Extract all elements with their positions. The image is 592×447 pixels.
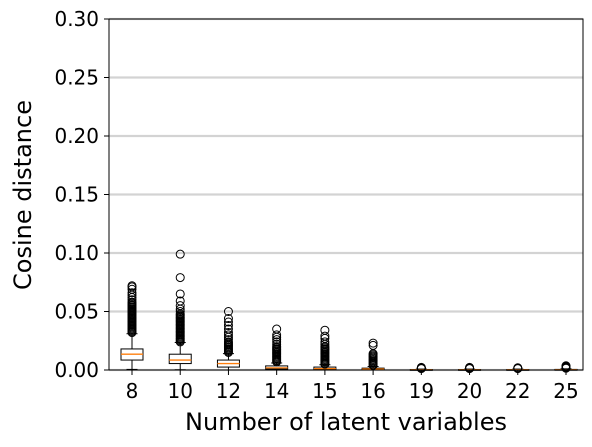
outlier-point [272, 337, 282, 347]
outlier-point [272, 324, 282, 334]
box-8 [120, 281, 144, 370]
outlier-point [175, 296, 185, 306]
y-tick-label: 0.30 [54, 7, 99, 31]
outlier-point [175, 249, 185, 259]
iqr-box [168, 353, 192, 365]
outlier-point [175, 273, 185, 283]
y-tick-label: 0.20 [54, 124, 99, 148]
outlier-point [127, 284, 137, 294]
y-tick-label: 0.10 [54, 241, 99, 265]
outlier-point [223, 337, 233, 347]
outlier-point [368, 338, 378, 348]
x-tick-label: 14 [264, 379, 289, 403]
outlier-point [127, 281, 137, 291]
outlier-point [320, 337, 330, 347]
x-tick-label: 12 [216, 379, 241, 403]
x-tick-label: 25 [553, 379, 578, 403]
outlier-point [175, 301, 185, 311]
x-tick-label: 20 [457, 379, 482, 403]
outlier-point [320, 331, 330, 341]
outlier-point [223, 317, 233, 327]
x-tick-label: 19 [409, 379, 434, 403]
outlier-point [272, 339, 282, 349]
outlier-point [272, 342, 282, 352]
y-axis-title: Cosine distance [9, 100, 37, 290]
outlier-point [223, 324, 233, 334]
outlier-point [223, 321, 233, 331]
outlier-point [368, 340, 378, 350]
y-tick-label: 0.15 [54, 183, 99, 207]
box-15 [313, 325, 337, 371]
y-axis: 0.00 0.05 0.10 0.15 0.20 0.25 0.30 [54, 7, 109, 382]
outlier-point [127, 288, 137, 298]
x-tick-label: 10 [167, 379, 192, 403]
x-tick-label: 22 [505, 379, 530, 403]
outlier-point [127, 295, 137, 305]
outlier-point [223, 330, 233, 340]
x-axis-title: Number of latent variables [185, 408, 507, 436]
box-10 [168, 249, 192, 371]
outlier-point [223, 307, 233, 316]
box-12 [216, 307, 240, 371]
y-tick-label: 0.05 [54, 300, 99, 324]
box-14 [265, 324, 289, 371]
y-tick-label: 0.00 [54, 358, 99, 382]
outlier-point [272, 330, 282, 340]
outlier-point [223, 335, 233, 345]
box-16 [361, 338, 385, 371]
y-tick-label: 0.25 [54, 66, 99, 90]
x-tick-label: 8 [126, 379, 139, 403]
x-tick-label: 15 [312, 379, 337, 403]
x-tick-label: 16 [360, 379, 385, 403]
outlier-point [320, 325, 330, 335]
outlier-point [272, 335, 282, 345]
x-axis: 8 10 12 14 15 16 19 20 22 25 [126, 370, 579, 403]
outlier-point [175, 307, 185, 316]
outlier-point [127, 297, 137, 307]
outlier-point [223, 328, 233, 338]
outlier-point [175, 289, 185, 299]
outlier-point [223, 314, 233, 324]
